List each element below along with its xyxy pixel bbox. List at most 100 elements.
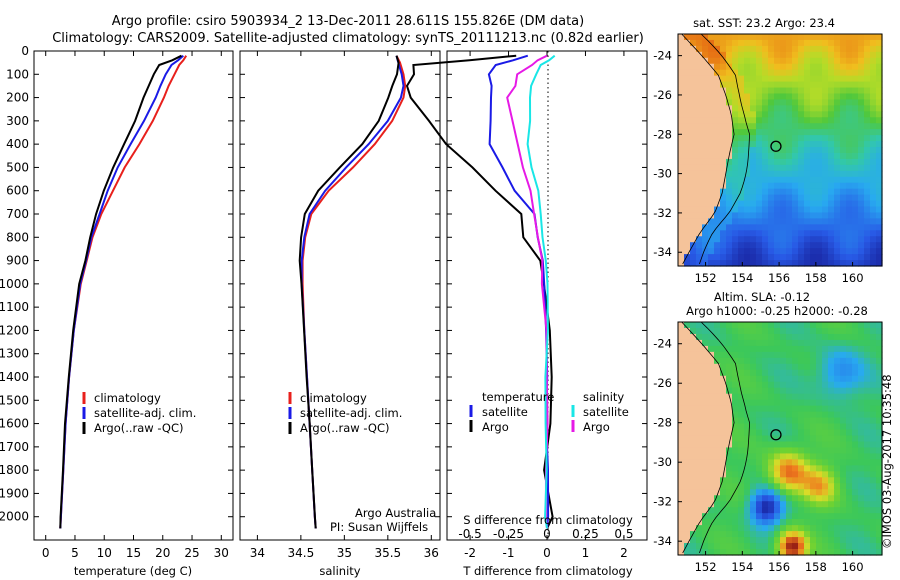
- ocean-cell: [840, 141, 847, 148]
- land-cell: [696, 441, 703, 449]
- ocean-cell: [810, 141, 817, 148]
- ocean-cell: [858, 363, 865, 371]
- ocean-cell: [852, 129, 859, 136]
- ocean-cell: [792, 483, 799, 490]
- ocean-cell: [864, 194, 871, 202]
- ocean-cell: [702, 525, 709, 532]
- ocean-cell: [756, 322, 763, 329]
- ocean-cell: [864, 507, 871, 514]
- ocean-cell: [876, 405, 883, 413]
- ocean-cell: [708, 57, 715, 65]
- land-cell: [702, 363, 709, 371]
- ocean-cell: [834, 417, 841, 425]
- ocean-cell: [780, 387, 787, 395]
- ocean-cell: [870, 75, 877, 83]
- ocean-cell: [822, 322, 829, 329]
- ocean-cell: [750, 459, 757, 466]
- ocean-cell: [798, 182, 805, 190]
- figure-title-line2: Climatology: CARS2009. Satellite-adjuste…: [52, 31, 644, 46]
- land-cell: [702, 129, 709, 136]
- ocean-cell: [792, 87, 799, 95]
- temperature-panel: 0 5 10 15 20 25 300100200300400500600700800900…: [0, 44, 234, 578]
- ocean-cell: [846, 507, 853, 514]
- ocean-cell: [750, 111, 757, 118]
- ocean-cell: [708, 531, 715, 538]
- ocean-cell: [810, 164, 817, 172]
- land-cell: [690, 164, 697, 172]
- ocean-cell: [876, 87, 883, 95]
- ocean-cell: [840, 81, 847, 89]
- ocean-cell: [876, 111, 883, 118]
- ocean-cell: [726, 158, 733, 166]
- ocean-cell: [876, 123, 883, 130]
- ocean-cell: [876, 248, 883, 255]
- ocean-cell: [738, 399, 745, 407]
- ocean-cell: [762, 465, 769, 472]
- ocean-cell: [792, 260, 799, 267]
- ocean-cell: [792, 188, 799, 196]
- ocean-cell: [864, 135, 871, 142]
- ocean-cell: [786, 495, 793, 502]
- ocean-cell: [846, 230, 853, 237]
- ocean-cell: [876, 513, 883, 520]
- ocean-cell: [744, 507, 751, 514]
- land-cell: [702, 405, 709, 413]
- ocean-cell: [690, 254, 697, 261]
- ocean-cell: [774, 218, 781, 225]
- ocean-cell: [876, 45, 883, 53]
- ocean-cell: [774, 45, 781, 53]
- ocean-cell: [780, 105, 787, 112]
- ocean-cell: [834, 51, 841, 59]
- land-cell: [696, 513, 703, 520]
- ocean-cell: [744, 459, 751, 466]
- ocean-cell: [762, 357, 769, 365]
- ocean-cell: [792, 218, 799, 225]
- ocean-cell: [804, 537, 811, 544]
- ocean-cell: [810, 513, 817, 520]
- ocean-cell: [828, 254, 835, 261]
- land-cell: [708, 87, 715, 95]
- ocean-cell: [816, 51, 823, 59]
- ocean-cell: [798, 322, 805, 329]
- ocean-cell: [858, 147, 865, 154]
- ocean-cell: [810, 69, 817, 77]
- ocean-cell: [840, 170, 847, 178]
- ocean-cell: [810, 363, 817, 371]
- ocean-cell: [714, 327, 721, 335]
- land-cell: [696, 117, 703, 124]
- ocean-cell: [798, 242, 805, 249]
- ocean-cell: [732, 525, 739, 532]
- ocean-cell: [834, 322, 841, 329]
- ocean-cell: [762, 381, 769, 389]
- ocean-cell: [816, 129, 823, 136]
- ocean-cell: [786, 218, 793, 225]
- ocean-cell: [744, 501, 751, 508]
- ocean-cell: [816, 393, 823, 401]
- ocean-cell: [750, 206, 757, 214]
- ocean-cell: [864, 471, 871, 478]
- ocean-cell: [756, 75, 763, 83]
- ocean-cell: [744, 327, 751, 335]
- ocean-cell: [732, 351, 739, 359]
- ocean-cell: [774, 224, 781, 231]
- ocean-cell: [756, 549, 763, 556]
- land-cell: [690, 483, 697, 490]
- land-cell: [690, 429, 697, 437]
- ocean-cell: [720, 322, 727, 329]
- ocean-cell: [858, 51, 865, 59]
- ocean-cell: [774, 141, 781, 148]
- ocean-cell: [846, 357, 853, 365]
- ocean-cell: [780, 218, 787, 225]
- ocean-cell: [810, 423, 817, 431]
- map-ytick-label: -34: [653, 245, 672, 259]
- land-cell: [678, 453, 685, 461]
- ocean-cell: [852, 411, 859, 419]
- ocean-cell: [870, 489, 877, 496]
- ocean-cell: [804, 531, 811, 538]
- ocean-cell: [756, 363, 763, 371]
- land-cell: [678, 230, 685, 237]
- land-cell: [720, 170, 727, 178]
- ocean-cell: [858, 465, 865, 472]
- land-cell: [702, 176, 709, 184]
- ocean-cell: [840, 381, 847, 389]
